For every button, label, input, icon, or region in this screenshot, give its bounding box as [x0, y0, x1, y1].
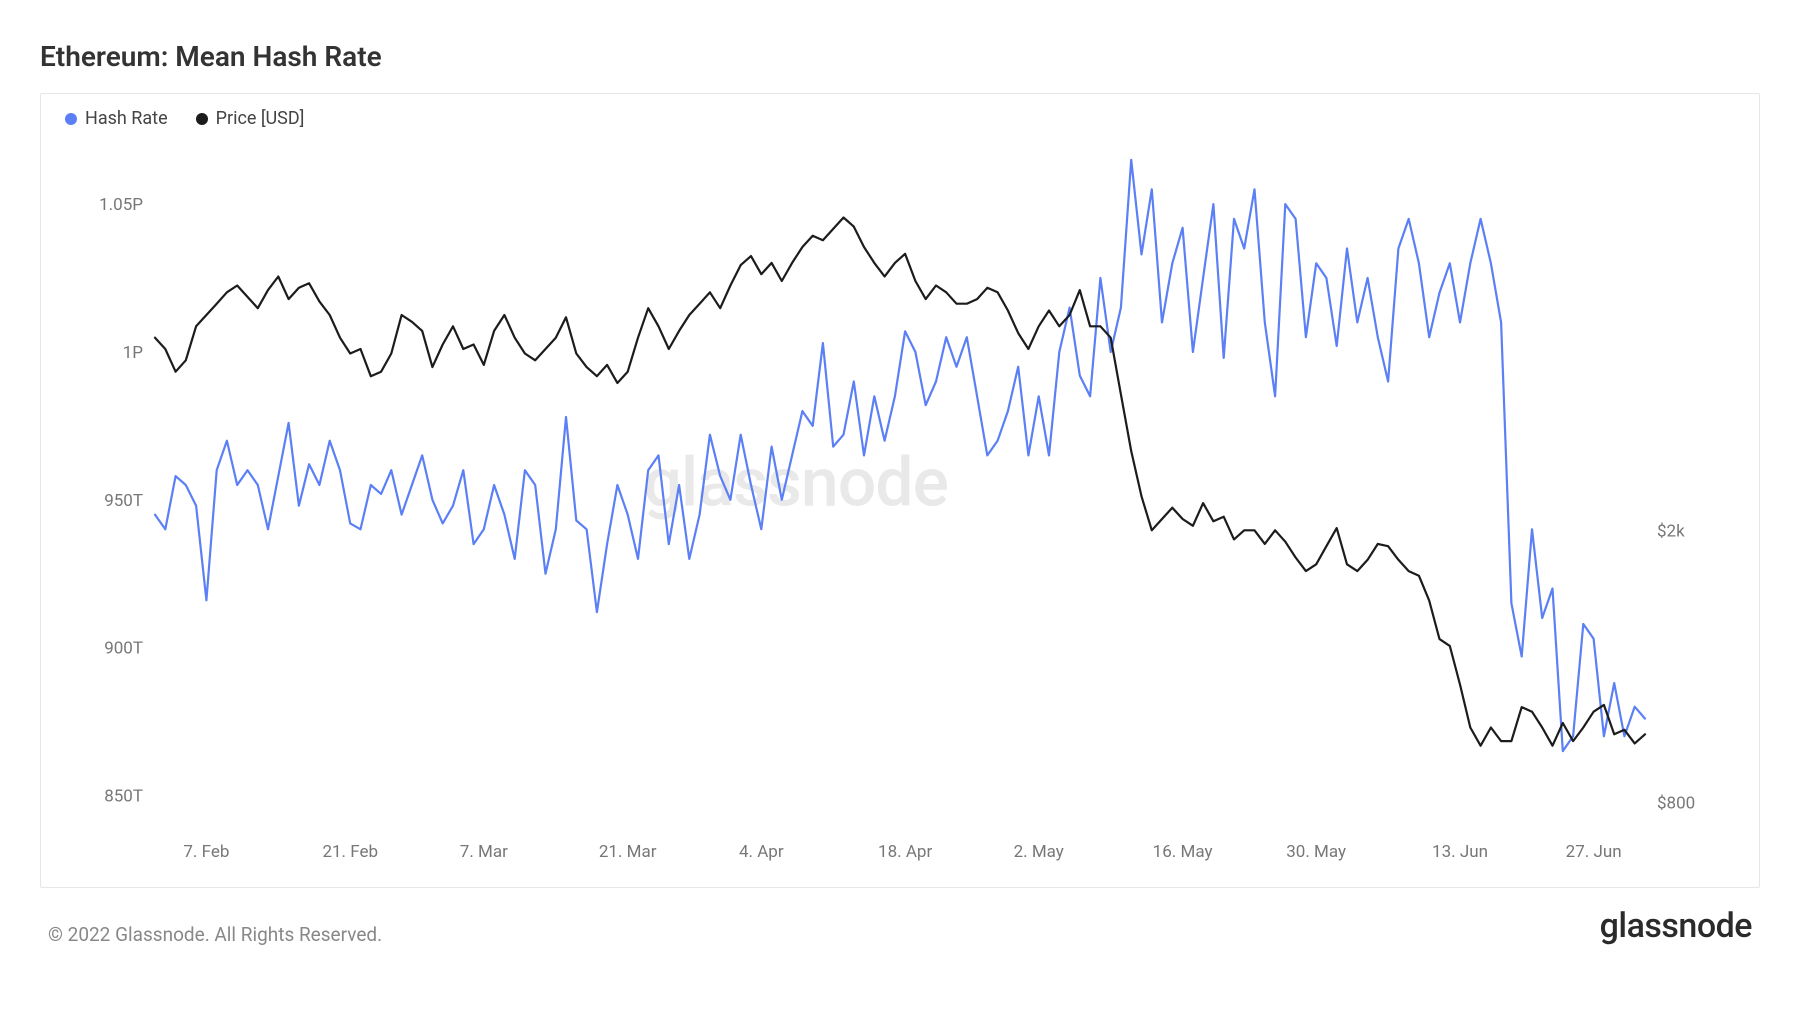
svg-text:2. May: 2. May: [1014, 842, 1064, 862]
footer: © 2022 Glassnode. All Rights Reserved. g…: [40, 906, 1760, 946]
chart-title: Ethereum: Mean Hash Rate: [40, 40, 1760, 73]
svg-text:7. Mar: 7. Mar: [460, 842, 508, 862]
svg-text:21. Feb: 21. Feb: [322, 842, 378, 862]
chart-container: Hash Rate Price [USD] glassnode 850T 900T 9…: [40, 93, 1760, 888]
plot-area: glassnode 850T 900T 950T 1P 1.05P $800 $2k 7. Fe…: [65, 135, 1735, 869]
chart-svg: glassnode 850T 900T 950T 1P 1.05P $800 $2k 7. Fe…: [65, 135, 1735, 865]
legend: Hash Rate Price [USD]: [41, 94, 1759, 135]
svg-text:1.05P: 1.05P: [99, 195, 143, 215]
svg-text:$2k: $2k: [1657, 521, 1685, 541]
svg-text:850T: 850T: [104, 786, 143, 806]
svg-text:7. Feb: 7. Feb: [183, 842, 229, 862]
legend-label-price: Price [USD]: [216, 108, 305, 129]
brand-logo: glassnode: [1600, 906, 1752, 946]
svg-text:900T: 900T: [104, 639, 143, 659]
legend-dot-price: [196, 113, 208, 125]
svg-text:glassnode: glassnode: [643, 442, 948, 522]
legend-item-price[interactable]: Price [USD]: [196, 108, 305, 129]
svg-text:21. Mar: 21. Mar: [599, 842, 657, 862]
legend-label-hash-rate: Hash Rate: [85, 108, 168, 129]
svg-text:1P: 1P: [123, 343, 144, 363]
svg-text:18. Apr: 18. Apr: [878, 842, 932, 862]
legend-item-hash-rate[interactable]: Hash Rate: [65, 108, 168, 129]
svg-text:$800: $800: [1657, 793, 1695, 813]
svg-text:30. May: 30. May: [1286, 842, 1346, 862]
svg-text:950T: 950T: [104, 491, 143, 511]
legend-dot-hash-rate: [65, 113, 77, 125]
svg-text:4. Apr: 4. Apr: [739, 842, 784, 862]
svg-text:13. Jun: 13. Jun: [1432, 842, 1488, 862]
svg-text:27. Jun: 27. Jun: [1566, 842, 1622, 862]
copyright-text: © 2022 Glassnode. All Rights Reserved.: [48, 923, 382, 946]
svg-text:16. May: 16. May: [1153, 842, 1213, 862]
